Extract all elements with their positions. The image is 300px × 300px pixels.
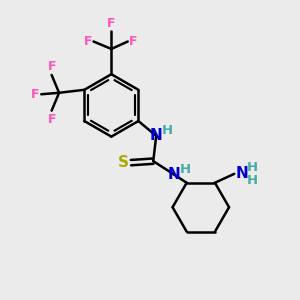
- Text: F: F: [47, 60, 56, 73]
- Text: F: F: [129, 35, 138, 48]
- Text: F: F: [107, 16, 116, 30]
- Text: F: F: [83, 35, 92, 48]
- Text: N: N: [150, 128, 163, 143]
- Text: H: H: [180, 163, 191, 176]
- Text: H: H: [162, 124, 173, 137]
- Text: N: N: [236, 166, 248, 181]
- Text: F: F: [47, 113, 56, 126]
- Text: H: H: [247, 174, 258, 187]
- Text: F: F: [31, 88, 39, 101]
- Text: S: S: [118, 155, 129, 170]
- Text: H: H: [247, 161, 258, 174]
- Text: N: N: [168, 167, 180, 182]
